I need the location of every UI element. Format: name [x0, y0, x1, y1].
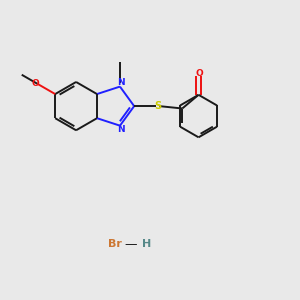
Text: Br: Br [108, 239, 122, 249]
Text: N: N [117, 125, 125, 134]
Text: O: O [196, 69, 204, 78]
Text: S: S [154, 101, 161, 111]
Text: N: N [117, 78, 125, 87]
Text: —: — [124, 238, 137, 251]
Text: H: H [142, 239, 152, 249]
Text: O: O [32, 79, 39, 88]
